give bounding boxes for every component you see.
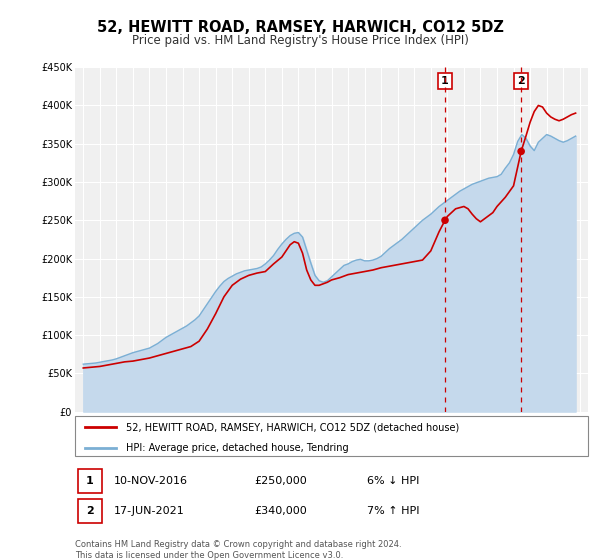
Text: £340,000: £340,000 (254, 506, 307, 516)
Text: 7% ↑ HPI: 7% ↑ HPI (367, 506, 420, 516)
Point (440, 216, 450, 225)
Text: 2: 2 (517, 76, 525, 86)
Bar (77, 499, 102, 523)
Text: 1: 1 (441, 76, 449, 86)
Text: 2: 2 (86, 506, 94, 516)
Text: HPI: Average price, detached house, Tendring: HPI: Average price, detached house, Tend… (127, 442, 349, 452)
Text: £250,000: £250,000 (254, 476, 307, 486)
Text: 10-NOV-2016: 10-NOV-2016 (113, 476, 187, 486)
Text: 52, HEWITT ROAD, RAMSEY, HARWICH, CO12 5DZ (detached house): 52, HEWITT ROAD, RAMSEY, HARWICH, CO12 5… (127, 422, 460, 432)
Text: 52, HEWITT ROAD, RAMSEY, HARWICH, CO12 5DZ: 52, HEWITT ROAD, RAMSEY, HARWICH, CO12 5… (97, 20, 503, 35)
Point (517, 147, 526, 156)
Bar (77, 469, 102, 493)
Text: Price paid vs. HM Land Registry's House Price Index (HPI): Price paid vs. HM Land Registry's House … (131, 34, 469, 46)
Text: 1: 1 (86, 476, 94, 486)
Text: 17-JUN-2021: 17-JUN-2021 (113, 506, 184, 516)
Text: Contains HM Land Registry data © Crown copyright and database right 2024.
This d: Contains HM Land Registry data © Crown c… (75, 540, 401, 560)
Text: 6% ↓ HPI: 6% ↓ HPI (367, 476, 420, 486)
